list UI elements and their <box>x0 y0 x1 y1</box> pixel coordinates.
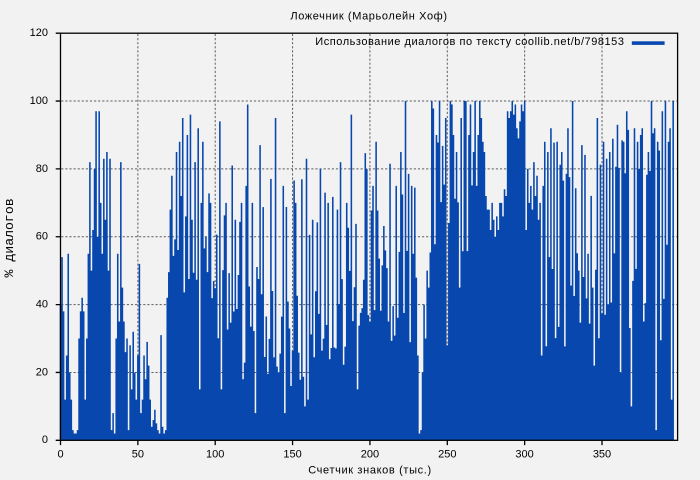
svg-text:0: 0 <box>57 449 63 461</box>
svg-text:150: 150 <box>283 449 301 461</box>
svg-text:0: 0 <box>42 434 48 446</box>
svg-text:50: 50 <box>132 449 144 461</box>
svg-text:120: 120 <box>30 27 48 39</box>
svg-text:40: 40 <box>36 299 48 311</box>
svg-text:20: 20 <box>36 366 48 378</box>
svg-text:60: 60 <box>36 231 48 243</box>
svg-text:Использование диалогов по текс: Использование диалогов по тексту coollib… <box>315 36 624 48</box>
svg-text:Ложечник (Марьолейн Хоф): Ложечник (Марьолейн Хоф) <box>290 11 447 23</box>
svg-text:% диалогов: % диалогов <box>2 198 17 277</box>
svg-text:100: 100 <box>30 95 48 107</box>
svg-text:350: 350 <box>593 449 611 461</box>
svg-text:300: 300 <box>515 449 533 461</box>
svg-text:200: 200 <box>361 449 379 461</box>
svg-text:100: 100 <box>206 449 224 461</box>
svg-text:250: 250 <box>438 449 456 461</box>
svg-text:Счетчик знаков (тыс.): Счетчик знаков (тыс.) <box>308 464 432 476</box>
svg-text:80: 80 <box>36 163 48 175</box>
